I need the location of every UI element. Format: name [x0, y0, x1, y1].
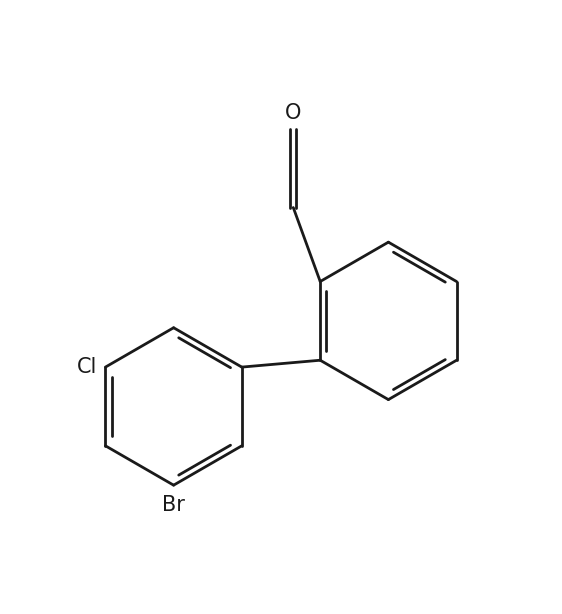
Text: Br: Br — [162, 495, 185, 515]
Text: O: O — [285, 103, 301, 123]
Text: Cl: Cl — [77, 357, 97, 377]
